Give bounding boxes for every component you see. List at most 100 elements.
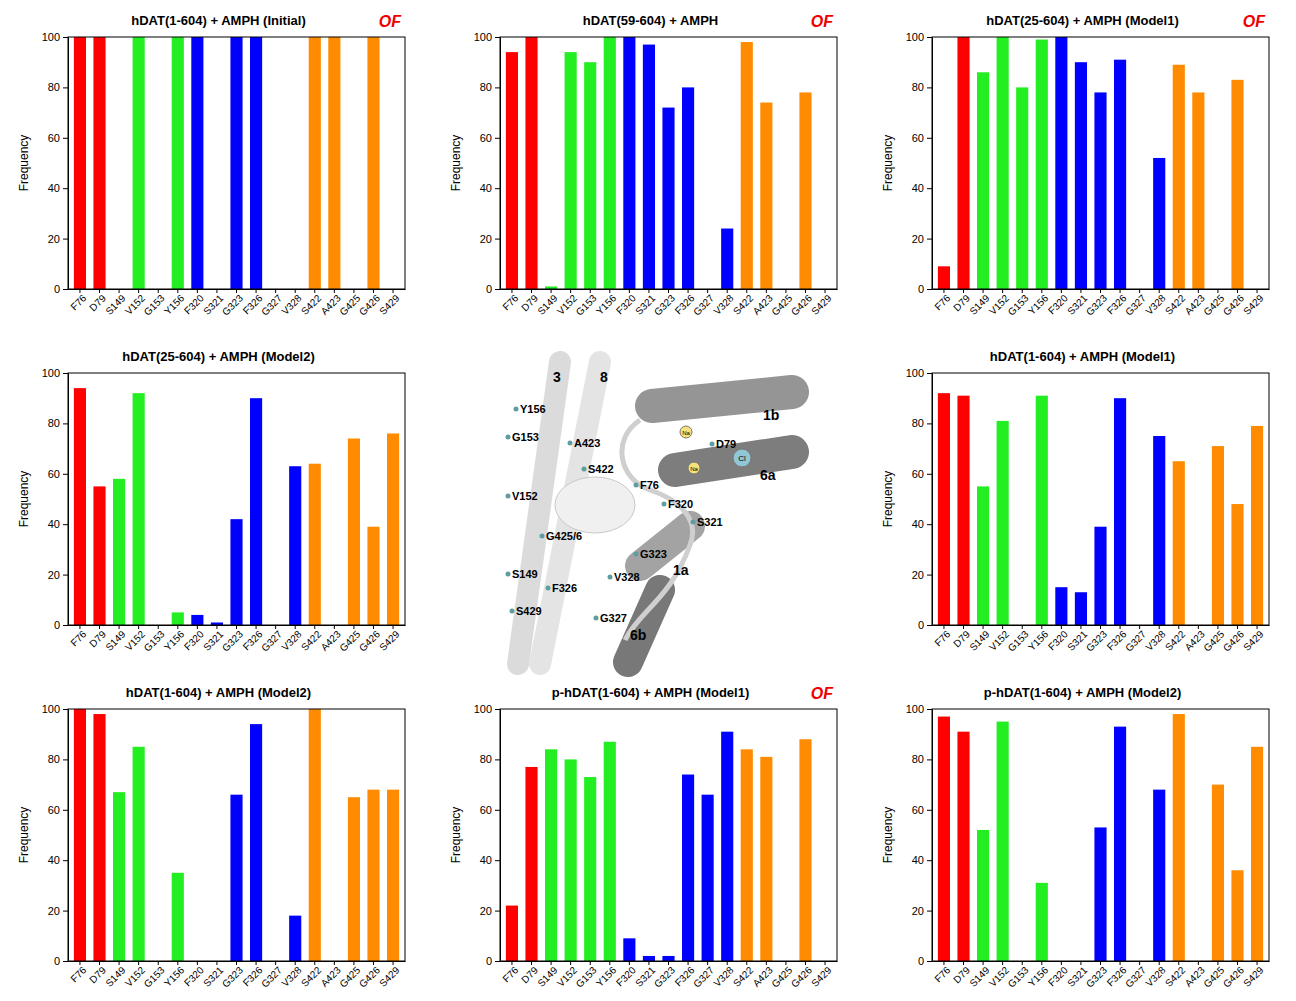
x-tick-label: G153	[142, 964, 167, 989]
x-tick-label: Y156	[1026, 964, 1051, 989]
y-tick: 100	[906, 703, 932, 715]
x-axis: F76D79S149V152G153Y156F320S321G323F326G3…	[932, 625, 1269, 654]
residue-atom	[506, 572, 511, 577]
bar	[1016, 87, 1028, 289]
bar	[1055, 37, 1067, 289]
x-tick: S429	[1241, 961, 1266, 989]
bars	[74, 388, 399, 625]
x-tick-label: G323	[220, 964, 245, 989]
x-tick: G153	[142, 625, 167, 654]
residue-label: V328	[614, 571, 640, 583]
y-tick: 40	[48, 854, 68, 866]
x-tick-label: S149	[967, 292, 992, 317]
panel: 020406080100F76D79S149V152G153Y156F320S3…	[881, 349, 1270, 654]
bar	[662, 956, 674, 961]
y-tick-mark	[495, 289, 500, 290]
x-tick-label: V328	[711, 292, 736, 317]
x-tick-label: S429	[377, 964, 402, 989]
x-tick-label: G153	[1006, 964, 1031, 989]
x-tick-label: F76	[68, 964, 88, 984]
residue-atom	[582, 467, 587, 472]
y-axis-line	[68, 38, 69, 290]
x-tick-label: S149	[535, 292, 560, 317]
y-tick-label: 60	[480, 132, 492, 144]
y-tick-mark	[63, 138, 68, 139]
y-tick-mark	[495, 138, 500, 139]
x-tick: S429	[809, 961, 834, 989]
residue-atom	[662, 502, 667, 507]
bar	[172, 873, 184, 961]
residue-atom	[568, 441, 573, 446]
bar	[741, 749, 753, 961]
plot-frame	[500, 709, 837, 961]
y-axis-title: Frequency	[17, 471, 31, 528]
x-tick-label: G425	[769, 964, 794, 989]
y-tick-label: 60	[48, 468, 60, 480]
y-tick: 100	[42, 703, 68, 715]
y-tick: 60	[912, 804, 932, 816]
x-tick: G327	[1123, 961, 1148, 990]
y-tick-label: 80	[912, 417, 924, 429]
y-tick-mark	[495, 860, 500, 861]
residue-atom	[634, 552, 639, 557]
y-tick-mark	[63, 87, 68, 88]
y-tick: 20	[48, 233, 68, 245]
x-tick: V328	[1143, 625, 1168, 653]
x-tick-label: G323	[220, 628, 245, 653]
y-tick: 100	[906, 31, 932, 43]
x-tick: F76	[932, 625, 952, 649]
y-tick: 0	[54, 283, 68, 295]
y-tick: 100	[906, 367, 932, 379]
x-tick: S422	[1163, 625, 1188, 653]
bar	[506, 52, 518, 289]
x-tick-label: V328	[279, 628, 304, 653]
ion	[733, 449, 751, 467]
x-tick-label: S149	[103, 964, 128, 989]
x-tick: G323	[1084, 961, 1109, 990]
x-tick: S422	[1163, 289, 1188, 317]
y-axis-line	[932, 710, 933, 962]
x-tick: V328	[711, 961, 736, 989]
bar	[1094, 827, 1106, 961]
y-tick-mark	[63, 239, 68, 240]
bar	[1173, 714, 1185, 961]
y-tick-label: 40	[912, 854, 924, 866]
x-tick-label: G327	[691, 964, 716, 989]
ion	[680, 426, 692, 438]
y-tick: 0	[54, 955, 68, 967]
x-tick: G426	[357, 289, 382, 318]
x-tick-label: G426	[357, 628, 382, 653]
bars	[74, 37, 380, 289]
x-tick: G323	[220, 961, 245, 990]
y-tick: 40	[480, 182, 500, 194]
y-tick-mark	[927, 810, 932, 811]
y-axis-line	[932, 38, 933, 290]
y-tick-mark	[927, 37, 932, 38]
bar	[1114, 60, 1126, 289]
bar	[977, 830, 989, 961]
x-tick-label: G327	[259, 964, 284, 989]
y-tick-label: 100	[474, 31, 492, 43]
y-tick-label: 80	[912, 753, 924, 765]
x-tick-label: G426	[789, 964, 814, 989]
y-axis: 020406080100	[42, 31, 69, 295]
residue-atom	[546, 586, 551, 591]
x-tick-label: V328	[279, 964, 304, 989]
x-tick: Y156	[594, 961, 619, 989]
y-tick-label: 80	[48, 81, 60, 93]
bars	[506, 37, 812, 289]
bar	[309, 464, 321, 625]
x-tick: G327	[691, 961, 716, 990]
bar	[309, 37, 321, 289]
y-tick: 100	[474, 31, 500, 43]
y-tick-label: 0	[54, 619, 60, 631]
y-tick-mark	[63, 423, 68, 424]
x-tick-label: V328	[279, 292, 304, 317]
x-tick: S422	[299, 289, 324, 317]
y-tick-label: 20	[480, 905, 492, 917]
chart-title: hDAT(1-604) + AMPH (Model1)	[990, 349, 1175, 364]
figure: 0 20 40 60 80 100 F76D79S149V152G153Y156F320S3…	[0, 0, 1296, 1001]
x-tick-label: S149	[967, 964, 992, 989]
x-tick: V328	[279, 289, 304, 317]
x-tick: Y156	[1026, 289, 1051, 317]
